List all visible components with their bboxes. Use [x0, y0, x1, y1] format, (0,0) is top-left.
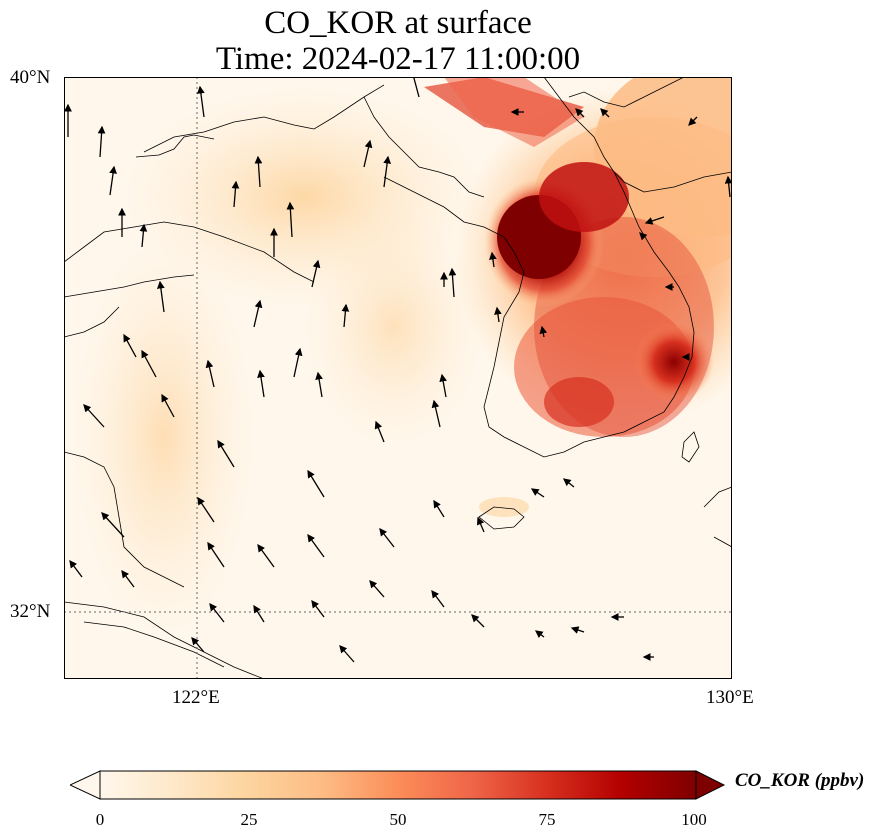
wind-arrow — [257, 543, 275, 568]
wind-arrow — [141, 349, 157, 378]
wind-arrow — [161, 393, 175, 418]
colorbar-tick-0: 0 — [95, 810, 105, 829]
map-subtitle-time: Time: 2024-02-17 11:00:00 — [215, 41, 581, 77]
map-panel — [64, 77, 732, 679]
colorbar-tick-25: 25 — [240, 810, 258, 829]
colorbar-tick-50: 50 — [389, 810, 407, 829]
wind-arrow — [539, 325, 548, 338]
wind-arrow — [369, 580, 385, 598]
wind-arrow — [293, 347, 303, 378]
wind-arrow — [307, 469, 325, 498]
wind-arrow — [253, 299, 263, 328]
colorbar-tick-75: 75 — [538, 810, 556, 829]
wind-arrow — [257, 369, 265, 398]
wind-arrow — [123, 333, 137, 358]
wind-arrow — [494, 306, 502, 323]
colorbar-extend-min — [70, 770, 101, 800]
lat-label-40: 40°N — [10, 67, 51, 88]
wind-arrow — [639, 232, 648, 241]
wind-arrow — [97, 125, 106, 158]
wind-arrow — [339, 645, 355, 663]
wind-arrow — [286, 201, 295, 238]
wind-arrow — [489, 251, 497, 268]
wind-arrow — [412, 77, 420, 98]
wind-arrow — [600, 108, 610, 118]
wind-arrow — [433, 499, 445, 518]
lat-label-32: 32°N — [10, 601, 51, 622]
wind-arrow — [363, 139, 373, 168]
wind-arrow — [562, 478, 575, 488]
wind-arrow — [530, 488, 545, 498]
wind-arrow — [315, 371, 323, 398]
wind-arrow — [209, 602, 225, 623]
wind-arrow — [341, 303, 350, 328]
map-title: CO_KOR at surface — [264, 5, 532, 41]
wind-arrow — [431, 589, 445, 608]
wind-arrow — [254, 155, 263, 188]
coastlines — [64, 77, 732, 679]
wind-arrow — [207, 541, 225, 568]
wind-arrow — [205, 359, 215, 388]
wind-arrow — [196, 85, 205, 118]
colorbar-tick-100: 100 — [681, 810, 707, 829]
wind-arrow — [379, 527, 395, 548]
lon-label-130: 130°E — [706, 687, 754, 708]
gridlines — [64, 77, 732, 679]
colorbar-label: CO_KOR (ppbv) — [735, 770, 865, 791]
wind-arrow — [439, 373, 447, 398]
wind-arrow — [575, 108, 585, 118]
wind-arrow — [197, 496, 215, 523]
wind-arrow — [374, 420, 385, 443]
wind-arrow — [139, 223, 148, 248]
colorbar-gradient — [99, 770, 697, 800]
wind-arrow — [307, 533, 325, 558]
wind-arrow — [311, 259, 321, 288]
wind-arrow — [109, 165, 117, 196]
wind-arrow — [688, 116, 698, 126]
wind-arrow — [570, 626, 585, 634]
wind-arrow — [448, 267, 457, 298]
wind-arrow — [471, 614, 485, 628]
wind-arrow — [156, 280, 165, 313]
wind-arrow — [101, 512, 125, 538]
wind-arrow — [476, 516, 485, 533]
lon-label-122: 122°E — [172, 687, 220, 708]
wind-arrow — [83, 404, 105, 428]
wind-arrow — [311, 599, 325, 618]
wind-vectors — [64, 77, 732, 663]
co-concentration-field — [74, 77, 732, 637]
colorbar — [70, 770, 726, 800]
wind-arrow — [231, 180, 240, 208]
wind-arrow — [69, 559, 83, 578]
wind-arrow — [383, 155, 392, 188]
wind-arrow — [217, 439, 235, 468]
wind-arrow — [191, 637, 205, 653]
wind-arrow — [253, 604, 265, 623]
map-border — [64, 77, 732, 679]
wind-arrow — [431, 399, 441, 428]
wind-arrow — [534, 630, 545, 639]
wind-arrow — [644, 216, 665, 225]
wind-arrow — [121, 569, 135, 588]
wind-arrow — [724, 175, 732, 198]
colorbar-extend-max — [695, 770, 726, 800]
